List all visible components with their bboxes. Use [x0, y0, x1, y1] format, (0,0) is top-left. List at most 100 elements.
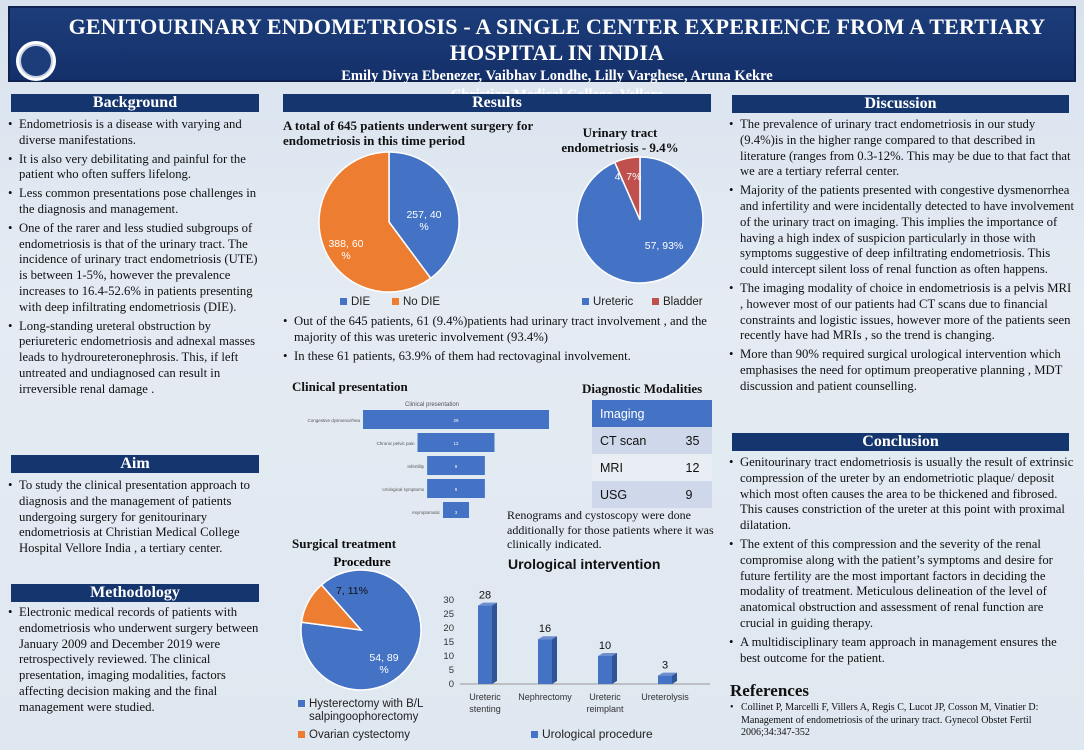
diagnostic-note: Renograms and cystoscopy were done addit…: [507, 508, 714, 551]
authors: Emily Divya Ebenezer, Vaibhav Londhe, Li…: [341, 68, 773, 84]
pie-chart-die: 257, 40%388, 60% DIE No DIE: [318, 151, 460, 308]
methodology-list: Electronic medical records of patients w…: [8, 605, 264, 719]
legend-swatch: [298, 700, 305, 707]
background-list: Endometriosis is a disease with varying …: [8, 117, 264, 401]
diagnostic-table: Imaging CT scan 35 MRI 12 USG 9: [592, 400, 712, 508]
bar-top: [478, 602, 497, 606]
table-cell: MRI: [600, 460, 623, 475]
aim-heading: Aim: [11, 455, 259, 473]
legend-label: Urological procedure: [542, 727, 653, 741]
data-label: 9: [455, 464, 458, 469]
clinical-presentation-chart: Clinical presentation 29 Congestive dysmen…: [307, 402, 549, 518]
references-heading: References: [730, 681, 809, 700]
discussion-list: The prevalence of urinary tract endometr…: [729, 117, 1074, 398]
bar-top: [538, 636, 557, 640]
table-header-cell: [678, 400, 712, 427]
urological-title: Urological intervention: [508, 556, 661, 572]
urological-bar-chart: 0 5 10 15 20 25 30 28 Ureteric stenting 16 Nephrect…: [443, 590, 710, 741]
results-heading: Results: [283, 94, 711, 112]
chart-inner-title: Clinical presentation: [405, 402, 459, 408]
references-list: Collinet P, Marcelli F, Villers A, Regis…: [730, 702, 1070, 743]
table-cell: USG: [600, 487, 628, 502]
list-item: Less common presentations pose challenge…: [8, 186, 264, 218]
bar: [478, 605, 492, 684]
bar-side: [612, 653, 617, 684]
legend-swatch: [298, 731, 305, 738]
list-item: In these 61 patients, 63.9% of them had …: [283, 349, 713, 365]
legend-swatch: [531, 731, 538, 738]
funnel-bar: [363, 410, 549, 429]
aim-list: To study the clinical presentation appro…: [8, 478, 264, 560]
bar: [658, 675, 672, 684]
pie2-title: Urinary tract endometriosis - 9.4%: [561, 125, 679, 155]
category-label: Chronic pelvic pain: [376, 441, 415, 446]
y-tick-label: 25: [443, 609, 454, 620]
data-label: 28: [479, 590, 491, 602]
data-label: 7, 11%: [336, 585, 368, 597]
poster-title: GENITOURINARY ENDOMETRIOSIS - A SINGLE C…: [68, 14, 1046, 65]
list-item: Long-standing ureteral obstruction by pe…: [8, 319, 264, 398]
data-label: %: [341, 250, 350, 262]
data-label: 12: [453, 441, 459, 446]
data-label: 9: [455, 487, 458, 492]
legend-swatch: [582, 298, 589, 305]
x-tick-label: Ureterolysis: [641, 692, 689, 702]
bar: [598, 656, 612, 684]
data-label: %: [419, 221, 428, 233]
table-header-cell: Imaging: [600, 406, 645, 421]
table-cell: 9: [685, 487, 693, 502]
pie-title: Procedure: [333, 554, 391, 569]
x-tick-label: stenting: [469, 704, 501, 714]
list-item: Endometriosis is a disease with varying …: [8, 117, 264, 149]
data-label: 4, 7%: [615, 171, 642, 183]
legend-label: salpingoophorectomy: [309, 711, 419, 723]
funnel-bar: [417, 433, 495, 452]
legend-label: Hysterectomy with B/L: [309, 698, 424, 710]
bar-side: [552, 636, 557, 684]
table-row: USG 9: [592, 481, 712, 508]
y-tick-label: 30: [443, 595, 454, 606]
table-cell: 35: [685, 433, 700, 448]
table-cell: CT scan: [600, 433, 647, 448]
x-tick-label: Ureteric: [469, 692, 501, 702]
data-label: 388, 60: [328, 238, 363, 250]
list-item: Genitourinary tract endometriosis is usu…: [729, 455, 1074, 534]
surgical-pie-chart: Procedure 54, 89% 7, 11% Hysterectomy with…: [298, 554, 424, 741]
funnel-bar: [427, 479, 485, 498]
category-label: Asymptomatic: [412, 510, 441, 515]
table-row: MRI 12: [592, 454, 712, 481]
college-logo: [16, 41, 56, 81]
data-label: 29: [453, 418, 459, 423]
funnel-bar: [427, 456, 485, 475]
legend-label: DIE: [351, 296, 371, 308]
list-item: The extent of this compression and the s…: [729, 537, 1074, 632]
category-label: Urological symptoms: [382, 487, 425, 492]
results-list: Out of the 645 patients, 61 (9.4%)patien…: [283, 314, 713, 367]
list-item: A multidisciplinary team approach in man…: [729, 635, 1074, 667]
legend-label: No DIE: [403, 296, 440, 308]
funnel-bar: [443, 502, 469, 518]
legend-label: Bladder: [663, 296, 703, 308]
pie1-title: A total of 645 patients underwent surger…: [283, 118, 533, 148]
data-label: 10: [599, 640, 611, 652]
table-row: CT scan 35: [592, 427, 712, 454]
list-item: The imaging modality of choice in endome…: [729, 281, 1074, 344]
clinical-title: Clinical presentation: [292, 379, 408, 394]
pie-slice: [613, 156, 641, 221]
bar-top: [658, 672, 677, 676]
conclusion-list: Genitourinary tract endometriosis is usu…: [729, 455, 1074, 669]
legend-label: Ureteric: [593, 296, 634, 308]
table-cell: 12: [685, 460, 700, 475]
pie-slice: [318, 151, 432, 293]
data-label: 3: [455, 510, 458, 515]
data-label: 57, 93%: [645, 240, 684, 252]
x-tick-label: reimplant: [586, 704, 624, 714]
x-tick-label: Nephrectomy: [518, 692, 572, 702]
y-tick-label: 10: [443, 651, 454, 662]
data-label: 54, 89: [369, 652, 398, 664]
pie-chart-urinary: 57, 93% 4, 7% Ureteric Bladder: [576, 156, 704, 308]
legend-swatch: [340, 298, 347, 305]
legend-swatch: [392, 298, 399, 305]
bar-side: [492, 602, 497, 684]
background-heading: Background: [11, 94, 259, 112]
